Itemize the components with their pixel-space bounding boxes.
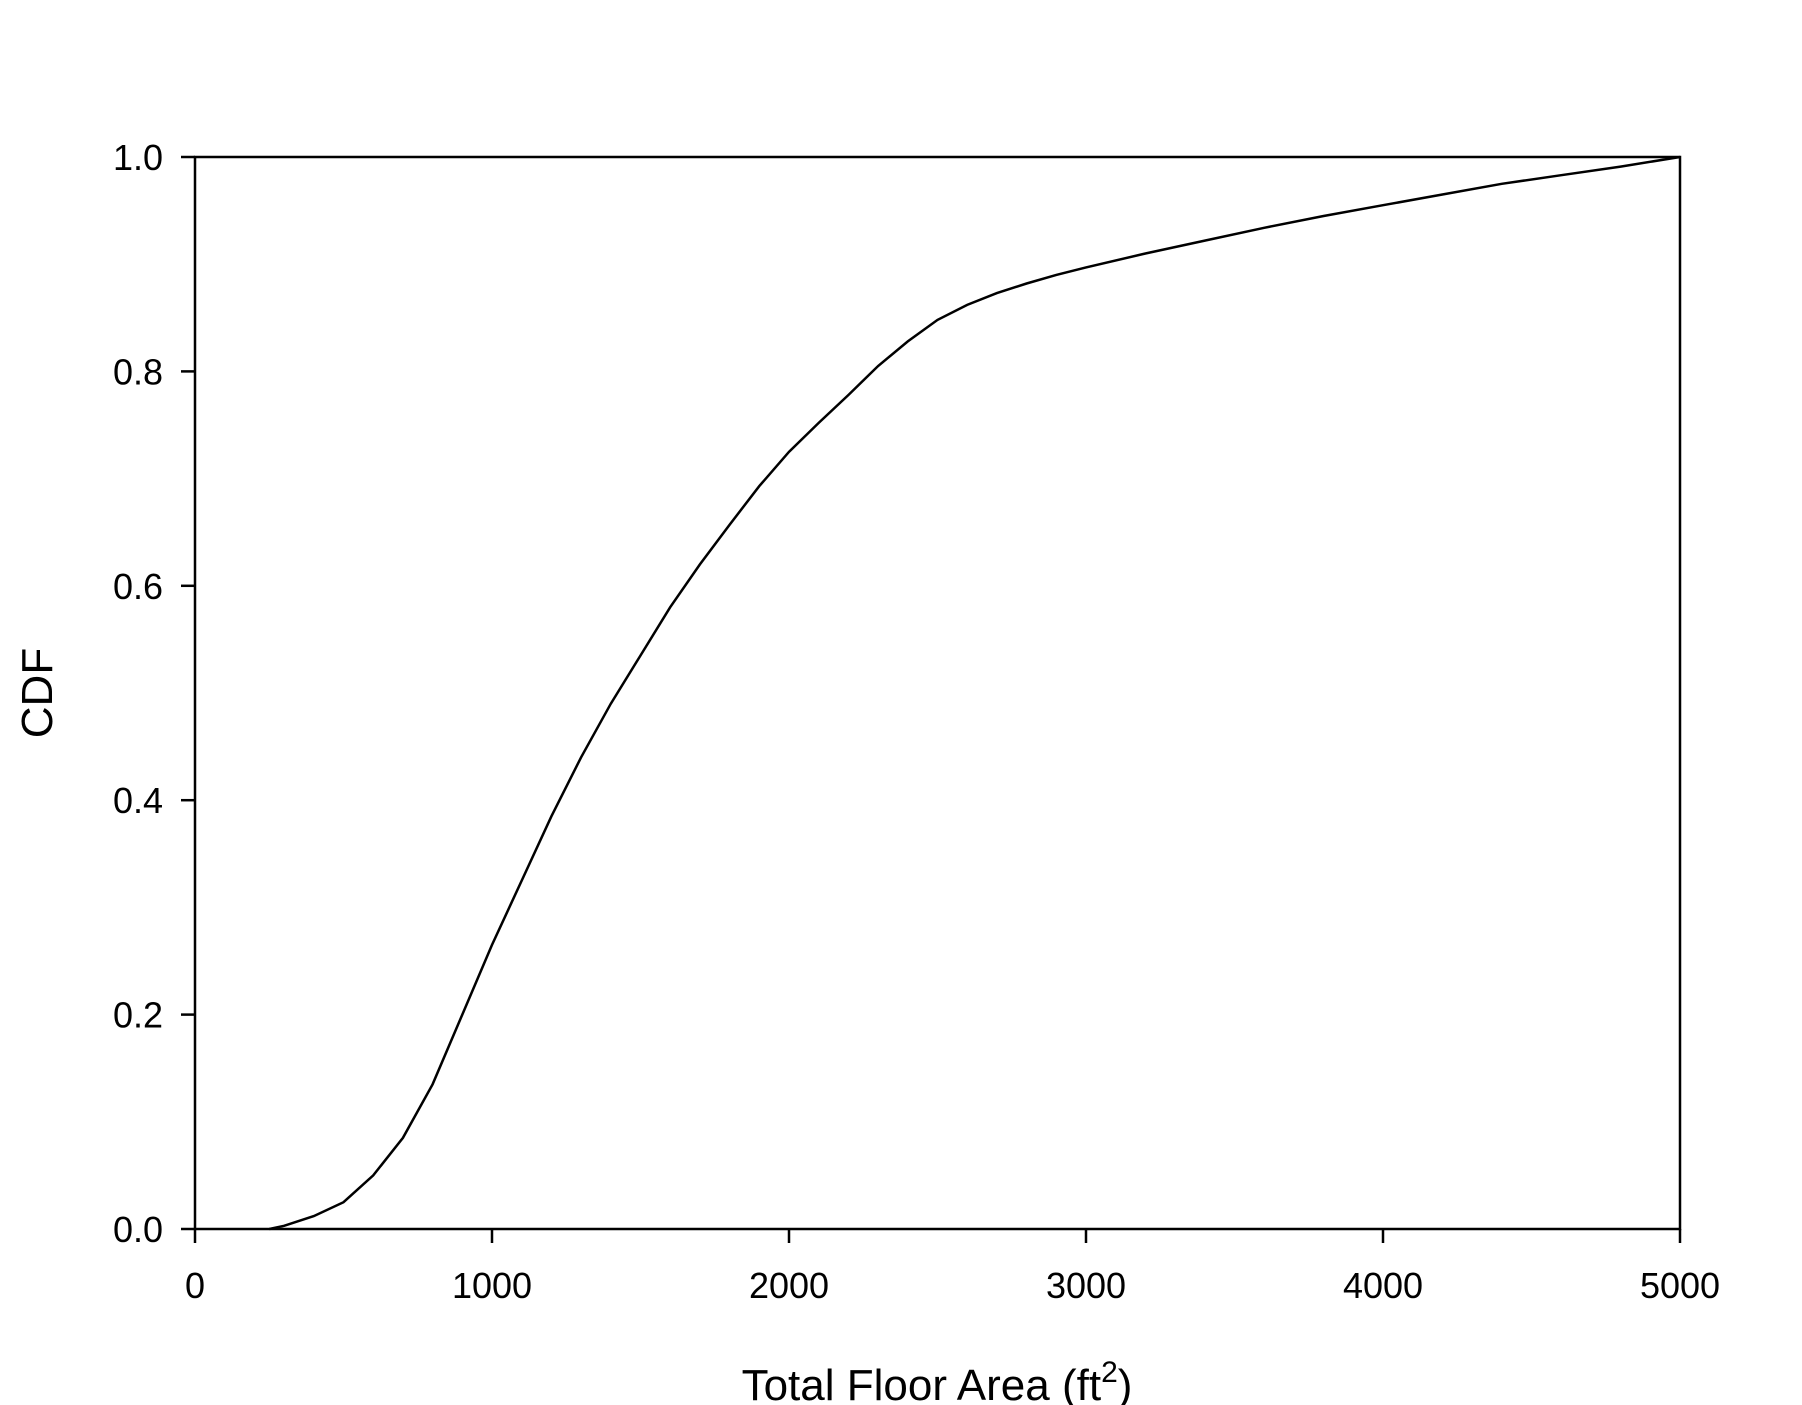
y-tick-label: 0.6 <box>113 566 163 607</box>
x-tick-label: 4000 <box>1343 1265 1423 1306</box>
y-tick-label: 0.2 <box>113 995 163 1036</box>
y-tick-label: 0.8 <box>113 351 163 392</box>
y-axis-title: CDF <box>13 648 62 738</box>
cdf-series-line <box>269 155 1681 1231</box>
x-axis-title-superscript: 2 <box>1101 1356 1118 1389</box>
y-tick-label: 1.0 <box>113 137 163 178</box>
x-tick-label: 2000 <box>749 1265 829 1306</box>
x-tick-label: 0 <box>185 1265 205 1306</box>
x-tick-label: 5000 <box>1640 1265 1720 1306</box>
x-tick-label: 3000 <box>1046 1265 1126 1306</box>
x-axis-title-main: Total Floor Area (ft <box>742 1361 1101 1405</box>
axis-ticks: 0.0 0.2 0.4 0.6 0.8 1.0 0 1000 2000 3000 4000 5000 <box>113 137 1720 1306</box>
x-axis-title: Total Floor Area (ft2) <box>742 1356 1133 1405</box>
plot-frame <box>193 155 1682 1231</box>
y-tick-label: 0.4 <box>113 780 163 821</box>
x-axis-title-suffix: ) <box>1118 1361 1133 1405</box>
y-tick-label: 0.0 <box>113 1209 163 1250</box>
x-tick-label: 1000 <box>452 1265 532 1306</box>
